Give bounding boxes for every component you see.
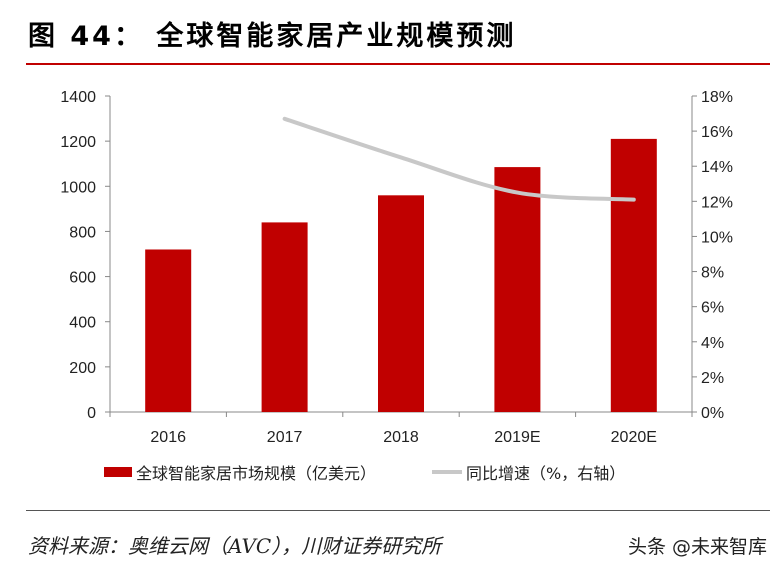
legend-label-line: 同比增速（%，右轴） <box>466 464 626 483</box>
right-tick-label: 16% <box>701 124 733 141</box>
right-tick-label: 8% <box>701 265 724 282</box>
title-divider <box>26 63 770 65</box>
right-tick-label: 4% <box>701 335 724 352</box>
source-note: 资料来源：奥维云网（AVC），川财证券研究所 <box>28 534 442 558</box>
left-tick-label: 800 <box>69 224 96 241</box>
left-tick-label: 0 <box>87 405 96 422</box>
left-tick-label: 1400 <box>60 89 96 106</box>
watermark: 头条 @未来智库 <box>627 536 767 558</box>
page-title: 图 44： 全球智能家居产业规模预测 <box>28 21 517 52</box>
left-tick-label: 200 <box>69 360 96 377</box>
right-tick-label: 2% <box>701 370 724 387</box>
right-tick-label: 10% <box>701 229 733 246</box>
right-tick-label: 18% <box>701 89 733 106</box>
x-tick-label: 2018 <box>383 429 419 446</box>
left-tick-label: 600 <box>69 270 96 287</box>
growth-line <box>282 116 636 202</box>
bar-2016 <box>145 249 192 412</box>
right-tick-label: 14% <box>701 159 733 176</box>
bar-2019E <box>494 167 541 412</box>
left-tick-label: 400 <box>69 315 96 332</box>
x-tick-label: 2016 <box>150 429 186 446</box>
right-tick-label: 0% <box>701 405 724 422</box>
x-tick-label: 2019E <box>494 429 540 446</box>
left-tick-label: 1000 <box>60 179 96 196</box>
legend-swatch-bar <box>104 467 132 477</box>
right-tick-label: 6% <box>701 300 724 317</box>
legend: 全球智能家居市场规模（亿美元） 同比增速（%，右轴） <box>104 460 625 484</box>
bar-2018 <box>378 195 424 412</box>
legend-swatch-line <box>432 470 463 474</box>
right-tick-label: 12% <box>701 194 733 211</box>
source-divider <box>26 510 770 511</box>
x-tick-label: 2020E <box>611 429 657 446</box>
bar-2017 <box>261 222 308 412</box>
bar-2020E <box>610 138 657 412</box>
x-tick-label: 2017 <box>267 429 303 446</box>
legend-label-bar: 全球智能家居市场规模（亿美元） <box>136 464 377 483</box>
left-tick-label: 1200 <box>60 134 96 151</box>
